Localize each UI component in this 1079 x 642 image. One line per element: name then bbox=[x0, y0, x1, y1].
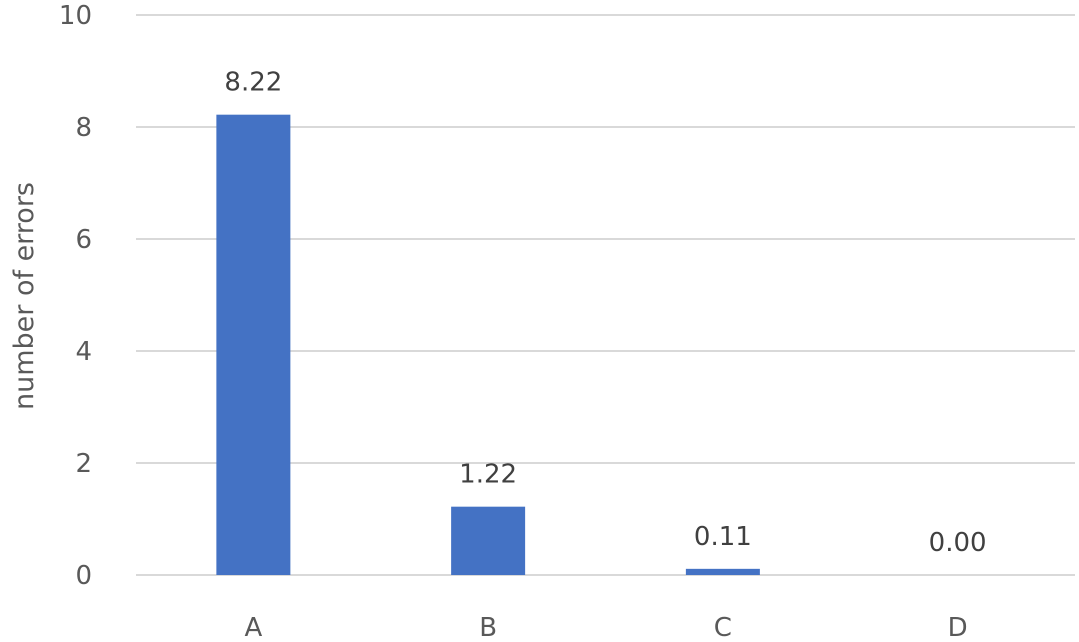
bar-C bbox=[685, 568, 760, 575]
y-tick-label: 6 bbox=[75, 225, 92, 255]
x-category-label-C: C bbox=[714, 613, 732, 642]
y-tick-label: 4 bbox=[75, 337, 92, 367]
x-category-labels: A B C D bbox=[244, 613, 967, 642]
data-label-C: 0.11 bbox=[694, 522, 752, 552]
y-tick-label: 8 bbox=[75, 113, 92, 143]
y-tick-label: 10 bbox=[59, 1, 92, 31]
bar-B bbox=[451, 506, 526, 575]
y-tick-labels: 0 2 4 6 8 10 bbox=[59, 1, 92, 591]
gridlines bbox=[136, 14, 1075, 576]
data-label-B: 1.22 bbox=[459, 460, 517, 490]
x-category-label-D: D bbox=[948, 613, 968, 642]
x-category-label-B: B bbox=[479, 613, 497, 642]
data-label-D: 0.00 bbox=[929, 528, 987, 558]
data-label-A: 8.22 bbox=[224, 68, 282, 98]
y-axis-title: number of errors bbox=[9, 182, 40, 410]
data-labels: 8.22 1.22 0.11 0.00 bbox=[224, 68, 986, 558]
y-tick-label: 2 bbox=[75, 449, 92, 479]
bars bbox=[216, 114, 760, 576]
x-category-label-A: A bbox=[244, 613, 262, 642]
bar-A bbox=[216, 114, 291, 576]
y-tick-label: 0 bbox=[75, 561, 92, 591]
